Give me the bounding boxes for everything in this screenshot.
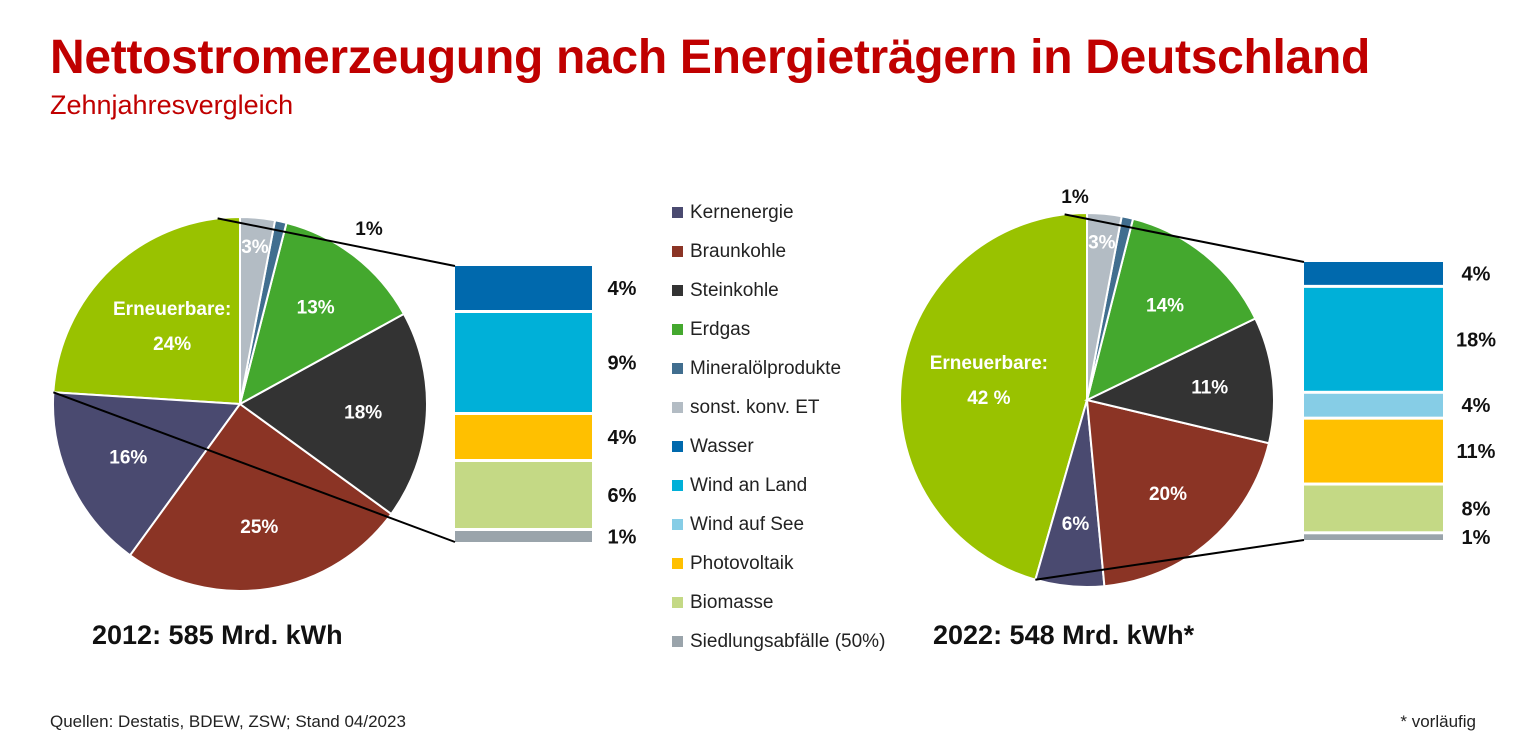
pie-slice-braunkohle (1085, 398, 1271, 588)
connector-bottom (1035, 539, 1305, 581)
renewable-value: 24% (153, 334, 191, 355)
source-note: Quellen: Destatis, BDEW, ZSW; Stand 04/2… (50, 712, 406, 731)
bar-segment-biomasse (1304, 485, 1443, 532)
legend-label: Braunkohle (690, 240, 787, 262)
renewable-label: Erneuerbare: (113, 299, 231, 320)
legend-item-mineralölprodukte: Mineralölprodukte (672, 349, 912, 388)
legend-label: Mineralölprodukte (690, 357, 842, 379)
renewable-label: Erneuerbare: (930, 353, 1048, 374)
pie-slice-sonst-konv-et (1086, 211, 1123, 401)
bar-segment-label: 4% (608, 278, 637, 300)
pie-slice-erdgas (1085, 217, 1257, 402)
pie-2012: Erneuerbare: 24% 16% 25% 18% 13% 1% 3% 4% 9% 4% 6% 1… (52, 215, 637, 592)
legend-label: Siedlungsabfälle (50%) (690, 630, 886, 652)
footnote: * vorläufig (1400, 712, 1476, 731)
legend-swatch (672, 441, 683, 452)
legend-label: Wind an Land (690, 474, 808, 496)
bar-segment-photovoltaik (455, 415, 592, 459)
bar-segment-siedlungsabfälle-50 (455, 531, 592, 542)
pie-slice-erneuerbare (899, 211, 1088, 581)
pie-2022: Erneuerbare: 42 % 6% 20% 11% 14% 1% 3% 4% 18% 4% 11… (899, 187, 1496, 588)
legend-item-kernenergie: Kernenergie (672, 193, 912, 232)
legend-swatch (672, 246, 683, 257)
bar-segment-wind-an-land (1304, 287, 1443, 391)
slice-label: 13% (297, 297, 335, 318)
pie-slice-steinkohle (1084, 317, 1275, 445)
bar-segment-label: 11% (1457, 441, 1496, 463)
legend-label: Steinkohle (690, 279, 779, 301)
bar-segment-biomasse (455, 462, 592, 528)
slice-label: 3% (241, 237, 269, 258)
connector-bottom (53, 391, 456, 543)
bar-segment-wind-auf-see (1304, 393, 1443, 417)
bar-segment-label: 4% (608, 427, 637, 449)
legend-item-wasser: Wasser (672, 427, 912, 466)
slice-label: 20% (1149, 484, 1187, 505)
bar-segment-photovoltaik (1304, 419, 1443, 483)
legend-item-biomasse: Biomasse (672, 583, 912, 622)
legend-label: sonst. konv. ET (690, 396, 820, 418)
legend-item-sonst-konv-et: sonst. konv. ET (672, 388, 912, 427)
legend-label: Erdgas (690, 318, 751, 340)
legend-swatch (672, 636, 683, 647)
legend-item-photovoltaik: Photovoltaik (672, 544, 912, 583)
slice-label: 25% (240, 517, 278, 538)
bar-segment-label: 6% (608, 485, 637, 507)
slice-label: 11% (1191, 378, 1228, 399)
bar-segment-label: 1% (1462, 527, 1491, 549)
pie-slice-sonst-konv-et (239, 215, 277, 405)
bar-segment-label: 9% (608, 353, 637, 375)
connector-top (217, 217, 456, 267)
bar-segment-wasser (455, 266, 592, 310)
pie-slice-erneuerbare (52, 215, 241, 406)
slice-label: 18% (344, 403, 382, 424)
legend-swatch (672, 519, 683, 530)
legend-item-erdgas: Erdgas (672, 310, 912, 349)
legend-swatch (672, 324, 683, 335)
chart-title: Nettostromerzeugung nach Energieträgern … (50, 31, 1370, 84)
bar-segment-label: 1% (608, 527, 637, 549)
pie-slice-braunkohle (128, 402, 393, 592)
legend-label: Biomasse (690, 591, 774, 613)
chart-subtitle: Zehnjahresvergleich (50, 90, 294, 120)
legend-swatch (672, 597, 683, 608)
connector-top (1064, 213, 1305, 263)
slice-label: 16% (109, 448, 147, 469)
legend-swatch (672, 285, 683, 296)
slice-label: 1% (1061, 187, 1089, 208)
legend-item-wind-auf-see: Wind auf See (672, 505, 912, 544)
slice-label: 1% (355, 219, 383, 240)
legend-item-braunkohle: Braunkohle (672, 232, 912, 271)
legend-label: Kernenergie (690, 201, 794, 223)
bar-segment-wind-an-land (455, 313, 592, 412)
pie-2012-caption: 2012: 585 Mrd. kWh (92, 620, 343, 650)
slice-label: 14% (1146, 295, 1184, 316)
legend-item-siedlungsabfälle-50: Siedlungsabfälle (50%) (672, 622, 912, 661)
bar-segment-label: 4% (1462, 395, 1491, 417)
legend-item-steinkohle: Steinkohle (672, 271, 912, 310)
legend-swatch (672, 480, 683, 491)
bar-segment-label: 18% (1456, 329, 1496, 351)
bar-segment-wasser (1304, 262, 1443, 285)
slice-label: 3% (1088, 233, 1116, 254)
legend-label: Photovoltaik (690, 552, 794, 574)
pie-slice-kernenergie (52, 391, 242, 557)
legend-swatch (672, 363, 683, 374)
legend-label: Wind auf See (690, 513, 805, 535)
legend-swatch (672, 207, 683, 218)
legend-swatch (672, 558, 683, 569)
pie-2022-caption: 2022: 548 Mrd. kWh* (933, 620, 1195, 650)
legend-label: Wasser (690, 435, 754, 457)
slice-label: 6% (1062, 514, 1090, 535)
renewable-value: 42 % (967, 388, 1010, 409)
pie-slice-steinkohle (238, 312, 428, 516)
bar-segment-label: 4% (1462, 263, 1491, 285)
pie-slice-erdgas (238, 221, 406, 406)
legend-swatch (672, 402, 683, 413)
legend-item-wind-an-land: Wind an Land (672, 466, 912, 505)
bar-segment-siedlungsabfälle-50 (1304, 534, 1443, 540)
bar-segment-label: 8% (1462, 498, 1491, 520)
legend: Kernenergie Braunkohle Steinkohle Erdgas Min… (672, 193, 912, 661)
